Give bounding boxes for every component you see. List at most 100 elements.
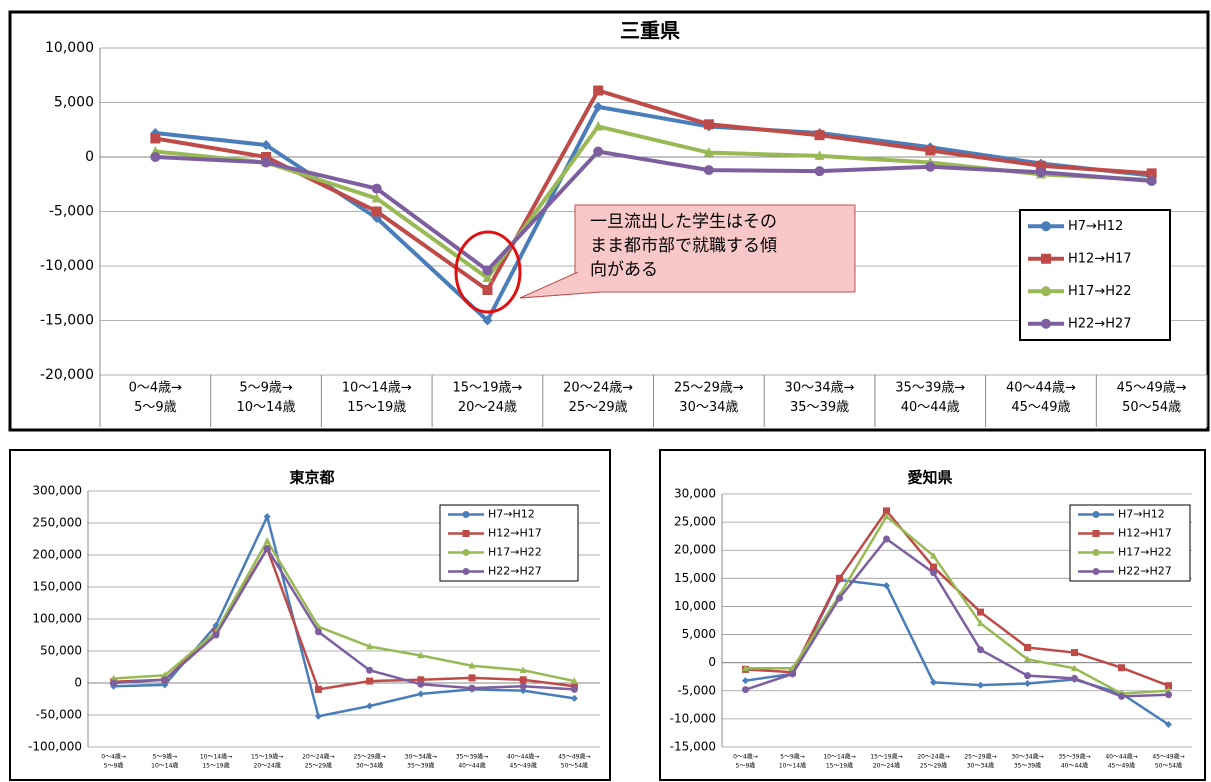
marker	[836, 574, 843, 582]
marker	[1024, 679, 1031, 687]
marker	[570, 694, 578, 702]
marker	[1165, 682, 1172, 690]
marker	[482, 272, 493, 282]
y-tick-label: 0	[85, 149, 94, 165]
marker	[314, 685, 322, 693]
x-tick-label: 30～34歳	[356, 762, 383, 770]
y-tick-label: 100,000	[32, 612, 82, 626]
x-tick-label: 10～14歳→	[200, 753, 232, 761]
series-line	[745, 514, 1169, 695]
x-tick-label: 45～49歳	[1108, 762, 1135, 770]
x-tick-label: 25～29歳	[920, 762, 947, 770]
y-tick-label: -5,000	[49, 204, 94, 220]
x-tick-label: 10～14歳	[779, 762, 806, 770]
legend-label: H22→H27	[1118, 565, 1172, 578]
marker	[930, 551, 937, 559]
chart-title: 三重県	[620, 19, 680, 43]
y-tick-label: -15,000	[40, 313, 94, 329]
x-tick-label: 5～9歳	[104, 762, 124, 770]
marker	[1071, 674, 1078, 682]
marker	[110, 674, 118, 682]
marker	[1071, 664, 1078, 672]
legend-marker	[1041, 318, 1051, 329]
marker	[836, 594, 843, 602]
legend-marker	[462, 549, 470, 556]
marker	[977, 646, 984, 654]
y-tick-label: -5,000	[677, 683, 716, 697]
marker	[110, 679, 118, 687]
marker	[519, 666, 527, 673]
legend-box	[1019, 209, 1171, 341]
marker	[925, 161, 936, 172]
series-line	[113, 538, 575, 683]
marker	[883, 507, 890, 515]
x-tick-label: 15～19歳	[202, 762, 229, 770]
x-tick-label: 5～9歳→	[239, 381, 293, 396]
x-tick-label: 30～34歳→	[785, 381, 855, 396]
marker	[703, 147, 714, 157]
x-tick-label: 20～24歳→	[563, 381, 633, 396]
annotation: まま都市部で就職する傾	[590, 236, 777, 256]
x-tick-label: 10～14歳→	[823, 753, 855, 761]
marker	[977, 619, 984, 627]
x-tick-label: 35～39歳	[1014, 762, 1041, 770]
marker	[1165, 691, 1172, 699]
y-tick-label: 20,000	[674, 543, 716, 557]
marker	[1024, 672, 1031, 680]
marker	[417, 651, 425, 659]
x-tick-label: 0～4歳→	[129, 381, 183, 396]
x-tick-label: 20～24歳→	[917, 753, 949, 761]
marker	[742, 677, 749, 685]
legend-label: H12→H17	[488, 527, 542, 540]
marker	[371, 183, 382, 194]
x-tick-label: 15～19歳→	[251, 753, 283, 761]
marker	[1071, 649, 1078, 657]
marker	[930, 678, 937, 686]
x-tick-label: 45～49歳	[1011, 400, 1070, 415]
marker	[742, 686, 749, 694]
marker	[417, 676, 425, 684]
legend-label: H7→H12	[488, 508, 535, 521]
x-tick-label: 35～39歳→	[1058, 753, 1090, 761]
marker	[261, 140, 272, 151]
marker	[263, 537, 271, 544]
marker	[366, 666, 374, 674]
legend-box	[439, 504, 579, 582]
x-tick-label: 0～4歳→	[101, 753, 126, 761]
x-tick-label: 25～29歳→	[353, 753, 385, 761]
y-tick-label: 25,000	[674, 515, 716, 529]
marker	[519, 682, 527, 690]
highlight-ellipse	[454, 230, 522, 314]
legend-box	[1069, 504, 1191, 582]
y-tick-label: 50,000	[40, 644, 82, 658]
marker	[263, 513, 271, 521]
x-tick-label: 15～19歳→	[870, 753, 902, 761]
marker	[570, 685, 578, 693]
x-tick-label: 35～39歳	[407, 762, 434, 770]
y-tick-label: 200,000	[32, 548, 82, 562]
marker	[1024, 655, 1031, 663]
marker	[977, 608, 984, 616]
x-tick-label: 45～49歳→	[1117, 381, 1187, 396]
legend-marker	[1041, 286, 1051, 297]
y-tick-label: 10,000	[45, 40, 94, 56]
marker	[593, 101, 604, 112]
x-tick-label: 35～39歳	[790, 400, 849, 415]
series-line	[745, 537, 1169, 698]
marker	[263, 545, 271, 553]
marker	[925, 145, 936, 156]
y-tick-label: -15,000	[670, 740, 716, 754]
x-tick-label: 20～24歳	[458, 400, 517, 415]
x-tick-label: 45～49歳	[510, 762, 537, 770]
legend-marker	[1041, 253, 1051, 264]
x-tick-label: 50～54歳	[561, 762, 588, 770]
y-tick-label: -10,000	[40, 258, 94, 274]
y-tick-label: 10,000	[674, 599, 716, 613]
marker	[883, 535, 890, 543]
marker	[1165, 721, 1172, 729]
marker	[150, 133, 161, 144]
y-tick-label: 250,000	[32, 516, 82, 530]
marker	[417, 680, 425, 688]
y-tick-label: 5,000	[682, 627, 716, 641]
